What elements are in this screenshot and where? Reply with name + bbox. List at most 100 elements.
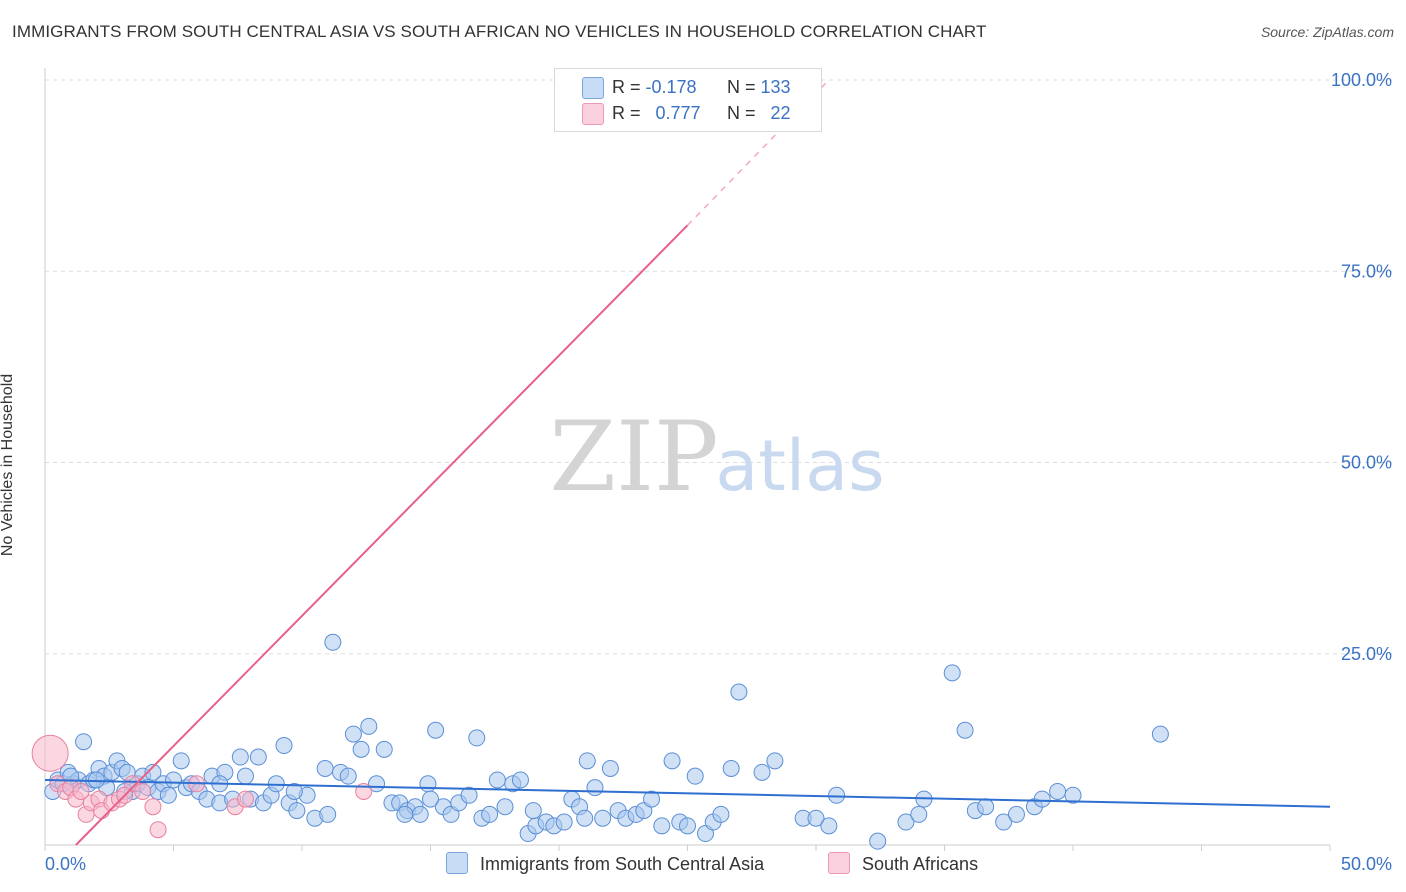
data-point-immigrants [319, 805, 337, 823]
data-point-immigrants [159, 786, 177, 804]
data-point-south-africans [134, 782, 152, 800]
data-point-immigrants [869, 832, 887, 850]
legend-n-blue: N = 133 [727, 77, 791, 97]
data-point-south-africans [31, 734, 69, 772]
data-point-immigrants [586, 779, 604, 797]
trend-line-immigrants [44, 778, 1331, 808]
data-point-immigrants [236, 767, 254, 785]
data-point-immigrants [172, 752, 190, 770]
x-tick-label: 0.0% [45, 854, 86, 874]
legend-item-immigrants: Immigrants from South Central Asia [446, 852, 764, 875]
axes [44, 68, 1331, 851]
y-tick-label: 50.0% [1341, 453, 1392, 473]
series-blue-points [44, 633, 1169, 850]
data-point-immigrants [165, 771, 182, 789]
data-point-immigrants [375, 740, 393, 758]
data-point-immigrants [995, 813, 1013, 831]
watermark-zip: ZIP [549, 401, 718, 513]
data-point-immigrants [1064, 786, 1082, 804]
data-point-immigrants [344, 725, 362, 743]
legend-row-pink: R = 0.777 N = 22 [555, 101, 821, 127]
data-point-immigrants [730, 683, 748, 701]
y-tick-label: 25.0% [1341, 644, 1392, 664]
data-point-immigrants [422, 790, 439, 808]
y-tick-label: 100.0% [1331, 70, 1392, 90]
legend-swatch-blue [582, 77, 604, 99]
gridlines [45, 79, 1392, 655]
data-point-immigrants [663, 752, 681, 770]
data-point-immigrants [339, 767, 357, 785]
data-point-immigrants [249, 748, 267, 766]
legend-n-pink: N = 22 [727, 103, 791, 123]
data-point-immigrants [578, 752, 596, 770]
data-point-immigrants [910, 805, 928, 823]
data-point-immigrants [316, 760, 334, 777]
data-point-immigrants [686, 767, 704, 785]
trend-line-south-africans [75, 224, 689, 846]
data-point-immigrants [231, 748, 249, 766]
correlation-legend: R = -0.178 N = 133 R = 0.777 N = 22 [554, 68, 822, 132]
y-tick-label: 75.0% [1341, 261, 1392, 281]
data-point-immigrants [897, 813, 915, 831]
legend-label-immigrants: Immigrants from South Central Asia [480, 854, 765, 874]
data-point-immigrants [460, 786, 478, 804]
data-point-immigrants [1033, 790, 1051, 808]
series-legend: Immigrants from South Central Asia South… [0, 850, 1406, 880]
data-point-immigrants [956, 721, 974, 739]
data-point-immigrants [712, 805, 730, 823]
legend-swatch-immigrants [446, 852, 468, 874]
data-point-south-africans [149, 821, 167, 839]
legend-r-pink: R = 0.777 [612, 103, 701, 123]
data-point-immigrants [753, 763, 771, 781]
watermark-atlas: atlas [715, 425, 884, 507]
data-point-south-africans [144, 798, 162, 816]
data-point-immigrants [488, 771, 506, 789]
data-point-immigrants [594, 809, 612, 827]
legend-row-blue: R = -0.178 N = 133 [555, 75, 821, 101]
watermark: ZIP atlas [549, 401, 884, 513]
data-point-immigrants [496, 798, 514, 816]
data-point-immigrants [601, 760, 619, 777]
data-point-immigrants [943, 664, 961, 682]
data-point-immigrants [352, 740, 370, 758]
x-tick-label: 50.0% [1341, 854, 1392, 874]
data-point-immigrants [481, 805, 499, 823]
data-point-immigrants [807, 809, 825, 827]
data-point-immigrants [555, 813, 573, 831]
data-point-immigrants [524, 802, 542, 820]
source-label: Source: ZipAtlas.com [1260, 24, 1394, 40]
series-pink-points [31, 71, 586, 839]
tick-labels: 25.0% 50.0% 75.0% 100.0% 0.0% 50.0% [45, 70, 1392, 874]
data-point-south-africans [236, 790, 254, 808]
data-point-immigrants [419, 775, 437, 793]
data-point-immigrants [427, 721, 445, 739]
chart-title: IMMIGRANTS FROM SOUTH CENTRAL ASIA VS SO… [12, 22, 987, 41]
data-point-immigrants [977, 798, 995, 816]
data-point-immigrants [722, 760, 740, 777]
legend-swatch-pink [582, 103, 604, 125]
y-axis-label: No Vehicles in Household [0, 373, 16, 557]
data-point-immigrants [576, 809, 594, 827]
legend-item-south-africans: South Africans [828, 852, 978, 875]
data-point-immigrants [411, 805, 429, 823]
data-point-immigrants [766, 752, 784, 770]
data-point-immigrants [285, 782, 303, 800]
data-point-immigrants [828, 786, 846, 804]
data-point-immigrants [820, 817, 838, 835]
data-point-immigrants [275, 737, 293, 755]
data-point-immigrants [1049, 782, 1067, 800]
data-point-immigrants [1007, 805, 1025, 823]
data-point-south-africans [72, 782, 90, 800]
data-point-immigrants [360, 717, 378, 735]
data-point-immigrants [511, 771, 529, 789]
data-point-immigrants [144, 763, 162, 781]
data-point-immigrants [288, 802, 306, 820]
data-point-immigrants [1151, 725, 1169, 743]
legend-r-blue: R = -0.178 [612, 77, 697, 97]
data-point-immigrants [643, 790, 661, 808]
legend-label-south-africans: South Africans [862, 854, 979, 874]
data-point-immigrants [324, 633, 342, 651]
data-point-immigrants [679, 817, 696, 835]
data-point-immigrants [75, 733, 93, 751]
